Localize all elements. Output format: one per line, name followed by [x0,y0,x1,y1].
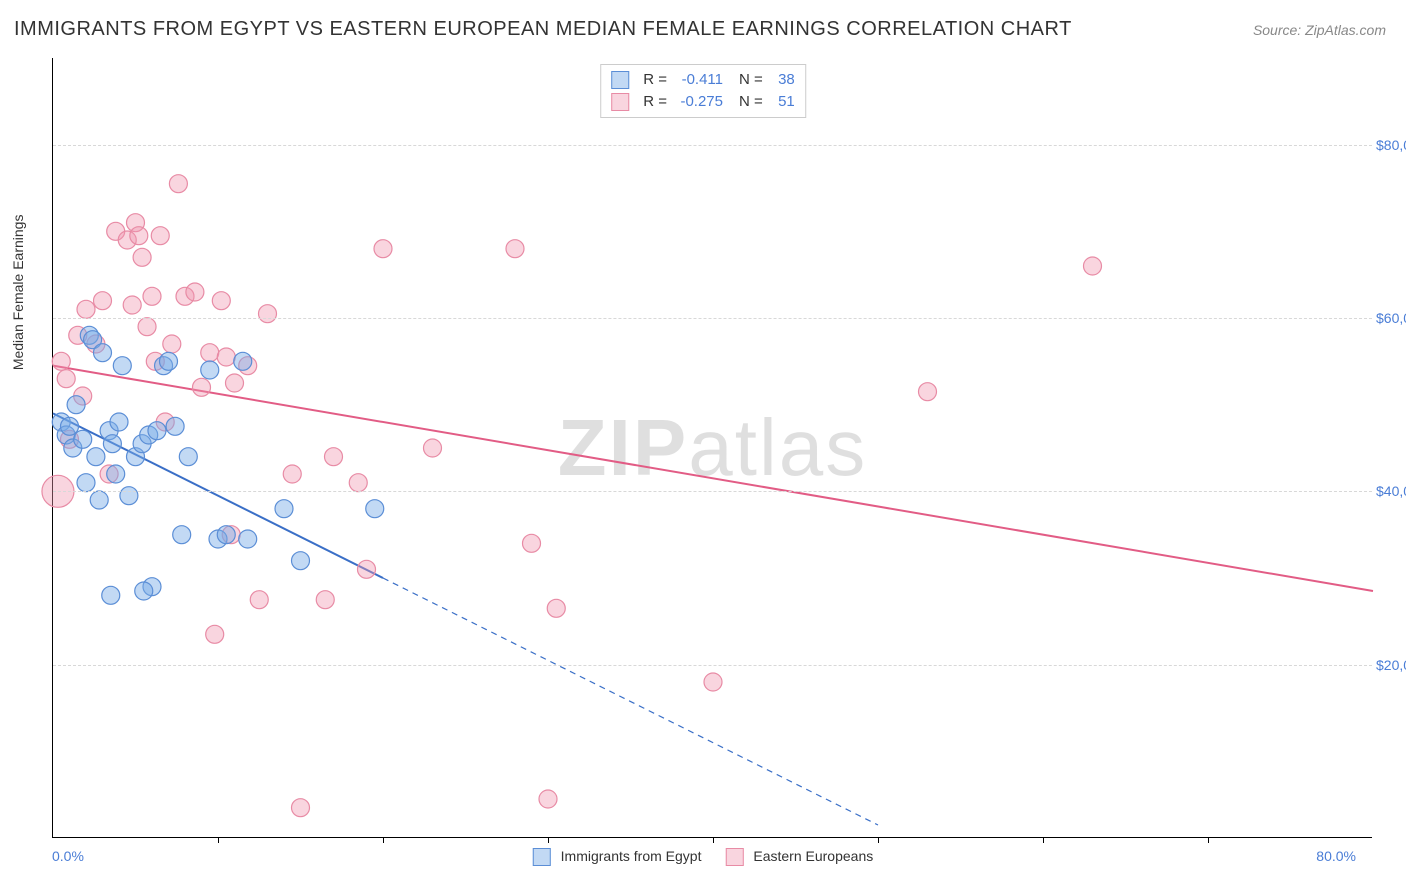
data-point [239,530,257,548]
legend-box-swatch-b [611,93,629,111]
data-point [94,292,112,310]
plot-area: ZIPatlas $20,000$40,000$60,000$80,000 [52,58,1372,838]
data-point [201,344,219,362]
data-point [148,422,166,440]
data-point [166,417,184,435]
x-min-label: 0.0% [52,848,84,864]
data-point [349,474,367,492]
r-prefix: R = [643,69,667,91]
n-value-b: 51 [771,91,795,113]
legend-bottom: Immigrants from Egypt Eastern Europeans [533,848,873,866]
y-tick-label: $40,000 [1376,483,1406,499]
data-point [316,591,334,609]
legend-box-swatch-a [611,71,629,89]
chart-container: IMMIGRANTS FROM EGYPT VS EASTERN EUROPEA… [0,0,1406,892]
data-point [169,175,187,193]
data-point [234,352,252,370]
data-point [424,439,442,457]
data-point [123,296,141,314]
y-tick-label: $60,000 [1376,310,1406,326]
data-point [130,227,148,245]
data-point [57,370,75,388]
data-point [325,448,343,466]
data-point [226,374,244,392]
data-point [547,599,565,617]
x-max-label: 80.0% [1316,848,1356,864]
legend-row-a: R = -0.411 N = 38 [611,69,795,91]
data-point [217,348,235,366]
r-value-a: -0.411 [675,69,723,91]
data-point [704,673,722,691]
legend-label-b: Eastern Europeans [753,848,873,864]
legend-item-b: Eastern Europeans [725,848,873,866]
data-point [523,534,541,552]
data-point [94,344,112,362]
y-tick-label: $20,000 [1376,657,1406,673]
data-point [133,248,151,266]
data-point [212,292,230,310]
n-value-a: 38 [771,69,795,91]
data-point [110,413,128,431]
data-point [67,396,85,414]
data-point [366,500,384,518]
n-prefix: N = [739,69,763,91]
data-point [506,240,524,258]
data-point [275,500,293,518]
data-point [103,435,121,453]
data-point [163,335,181,353]
data-point [292,799,310,817]
r-prefix: R = [643,91,667,113]
data-point [135,582,153,600]
data-point [217,526,235,544]
data-point [919,383,937,401]
y-axis-label: Median Female Earnings [10,215,26,371]
data-point [193,378,211,396]
legend-box: R = -0.411 N = 38 R = -0.275 N = 51 [600,64,806,118]
y-tick-label: $80,000 [1376,137,1406,153]
data-point [259,305,277,323]
data-point [292,552,310,570]
data-point [120,487,138,505]
data-point [283,465,301,483]
chart-title: IMMIGRANTS FROM EGYPT VS EASTERN EUROPEA… [14,18,1072,41]
legend-label-a: Immigrants from Egypt [561,848,702,864]
data-point [250,591,268,609]
source-label: Source: ZipAtlas.com [1253,22,1386,38]
data-point [52,352,70,370]
data-point [90,491,108,509]
legend-swatch-a [533,848,551,866]
data-point [539,790,557,808]
n-prefix: N = [739,91,763,113]
data-point [1084,257,1102,275]
legend-item-a: Immigrants from Egypt [533,848,702,866]
data-point [179,448,197,466]
data-point [160,352,178,370]
data-point [74,430,92,448]
chart-svg [53,58,1372,837]
data-point [113,357,131,375]
data-point [77,300,95,318]
data-point [87,448,105,466]
legend-swatch-b [725,848,743,866]
data-point [107,465,125,483]
data-point [138,318,156,336]
data-point [173,526,191,544]
data-point [358,560,376,578]
data-point [143,287,161,305]
data-point [102,586,120,604]
data-point [206,625,224,643]
data-point [77,474,95,492]
data-point [151,227,169,245]
r-value-b: -0.275 [675,91,723,113]
data-point [374,240,392,258]
data-point [201,361,219,379]
data-point [186,283,204,301]
data-point [61,417,79,435]
legend-row-b: R = -0.275 N = 51 [611,91,795,113]
